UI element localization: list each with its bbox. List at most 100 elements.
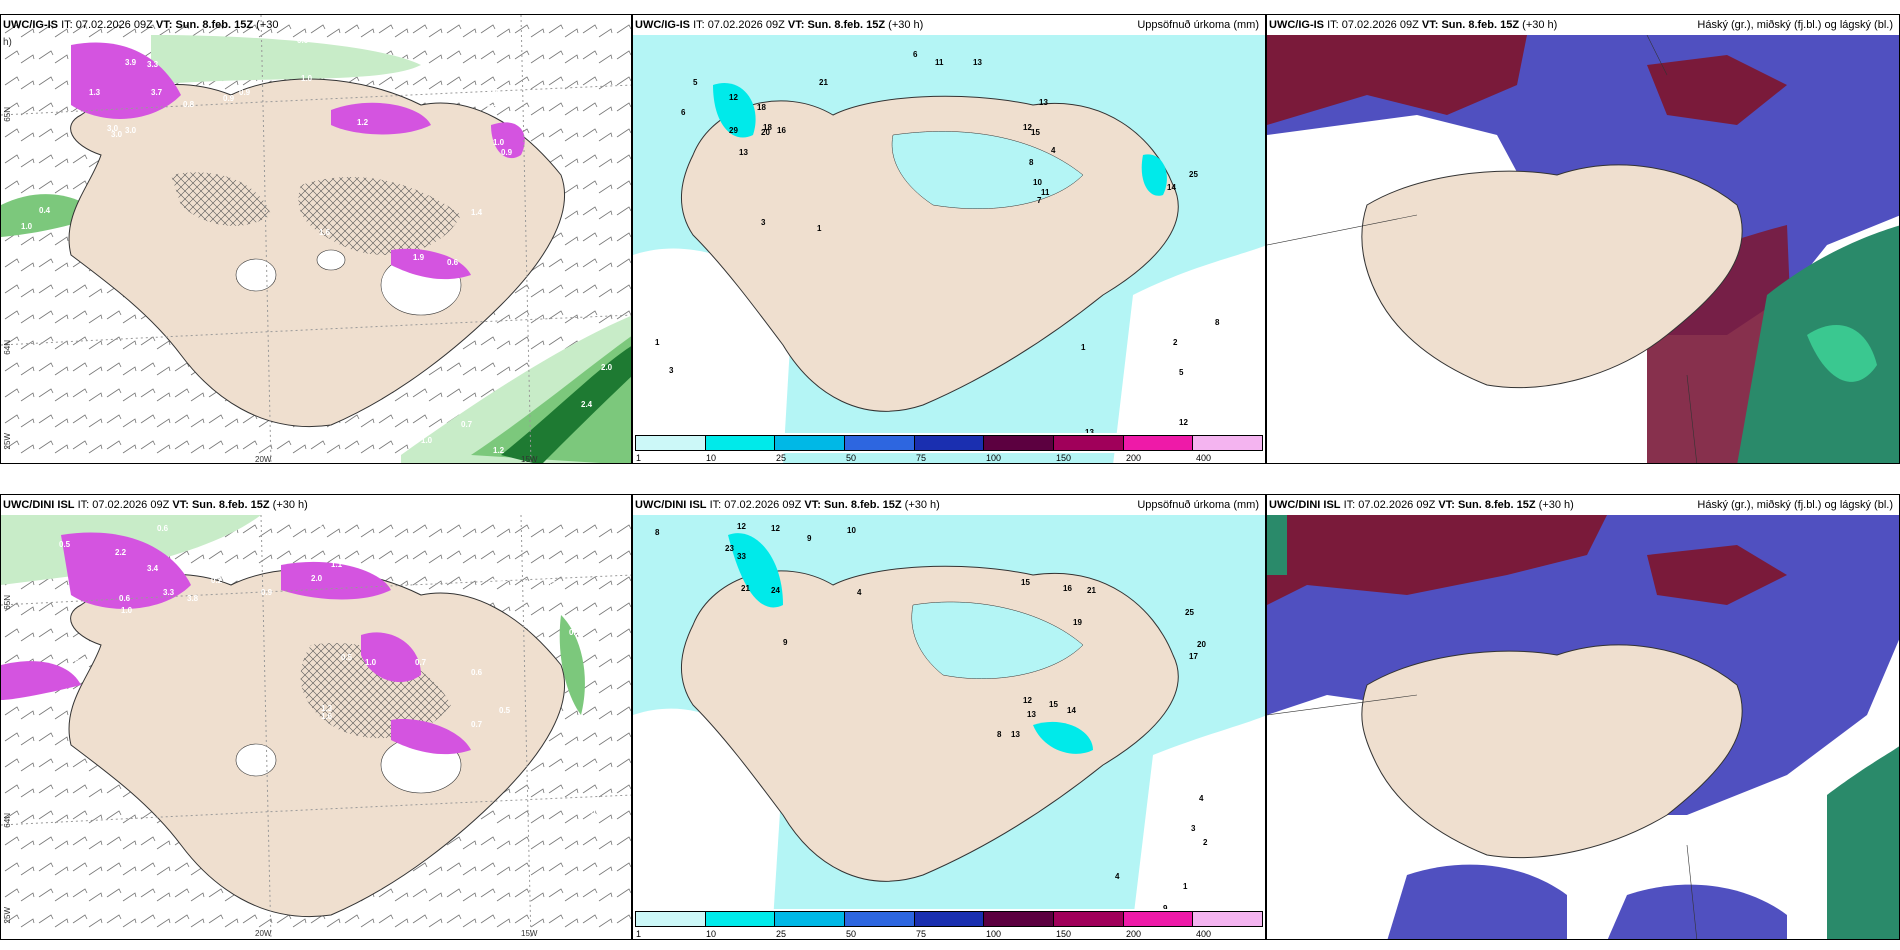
value-label: 1 — [655, 338, 660, 347]
value-label: 21 — [741, 584, 750, 593]
value-label: 33 — [737, 552, 746, 561]
colorbar-cell — [845, 435, 915, 451]
vt-label: VT: — [155, 19, 173, 31]
panel-title: Háský (gr.), miðský (fj.bl.) og lágský (… — [1697, 499, 1893, 511]
colorbar-tick-label: 150 — [1056, 453, 1072, 463]
value-label: 21 — [819, 78, 828, 87]
map-dini-wind: 0.6 0.6 0.5 2.2 3.4 3.3 3.8 1.0 0.6 0.2 2.0 1.1 0.9 2… — [1, 515, 631, 939]
colorbar-cell — [705, 911, 776, 927]
panel-ig-wind: 0.6 3.9 3.3 3.0 3.7 1.3 0.8 0.9 1.0 3.0 3.0 1.6 1.2 0… — [0, 14, 632, 464]
value-label: 20 — [1197, 640, 1206, 649]
precip-label: 1.1 — [331, 560, 343, 569]
value-label: 3 — [761, 218, 766, 227]
model-name: UWC/IG-IS — [1269, 19, 1324, 31]
value-label: 29 — [729, 126, 738, 135]
value-label: 13 — [739, 148, 748, 157]
header-dini-precip: UWC/DINI ISL IT: 07.02.2026 09Z VT: Sun.… — [633, 495, 1265, 515]
value-label: 3 — [1191, 824, 1196, 833]
precip-label: 0.7 — [415, 658, 427, 667]
it-label: IT: — [709, 499, 722, 511]
it-label: IT: — [1343, 499, 1356, 511]
precip-label: 0.5 — [341, 653, 353, 662]
lon-label-15w: 15W — [521, 929, 538, 938]
value-label: 15 — [1021, 578, 1030, 587]
value-label: 6 — [913, 50, 918, 59]
model-name: UWC/DINI ISL — [1269, 499, 1341, 511]
precip-label: 2.0 — [311, 574, 323, 583]
value-label: 12 — [1023, 123, 1032, 132]
colorbar-cell — [1054, 911, 1124, 927]
iceland-land — [68, 78, 566, 427]
value-label: 15 — [1049, 700, 1058, 709]
value-label: 8 — [1215, 318, 1220, 327]
it-value: 07.02.2026 09Z — [707, 19, 785, 31]
colorbar-cell — [1123, 911, 1194, 927]
model-name: UWC/DINI ISL — [3, 499, 75, 511]
value-label: 12 — [737, 522, 746, 531]
value-label: 13 — [1085, 428, 1094, 437]
precip-label: 2.4 — [581, 400, 593, 409]
precip-label: 0.5 — [545, 578, 557, 587]
precip-label: 1.0 — [493, 138, 505, 147]
colorbar-tick-label: 400 — [1196, 929, 1212, 939]
value-label: 18 — [757, 103, 766, 112]
colorbar-tick-label: 75 — [916, 453, 927, 463]
colorbar-tick-label: 200 — [1126, 929, 1142, 939]
value-label: 12 — [1023, 696, 1032, 705]
precip-label: 0.5 — [499, 706, 511, 715]
value-label: 10 — [847, 526, 856, 535]
colorbar-cell — [845, 911, 915, 927]
value-label: 12 — [771, 524, 780, 533]
model-name: UWC/DINI ISL — [635, 499, 707, 511]
precip-label: 1.6 — [321, 712, 333, 721]
lon-label-15w: 15W — [521, 455, 538, 464]
value-label: 4 — [1051, 146, 1056, 155]
precip-label: 3.4 — [147, 564, 159, 573]
value-label: 1 — [1183, 882, 1188, 891]
value-label: 9 — [1163, 904, 1168, 913]
value-label: 11 — [935, 58, 944, 67]
value-label: 11 — [1041, 188, 1050, 197]
model-name: UWC/IG-IS — [635, 19, 690, 31]
value-label: 3 — [669, 366, 674, 375]
value-label: 16 — [777, 126, 786, 135]
header-ig-precip: UWC/IG-IS IT: 07.02.2026 09Z VT: Sun. 8.… — [633, 15, 1265, 35]
value-label: 4 — [1199, 794, 1204, 803]
value-label: 23 — [725, 544, 734, 553]
iceland-land — [1361, 164, 1743, 388]
vt-value: Sun. 8.feb. 15Z — [1441, 19, 1520, 31]
vt-label: VT: — [1421, 19, 1439, 31]
precip-label: 3.8 — [187, 594, 199, 603]
colorbar-tick-label: 100 — [986, 929, 1002, 939]
precip-label: 0.8 — [183, 100, 195, 109]
precip-label: 0.5 — [59, 540, 71, 549]
it-label: IT: — [693, 19, 705, 31]
value-label: 12 — [729, 93, 738, 102]
panel-dini-precip: 8 12 12 9 10 4 23 33 21 24 9 13 12 15 21 16 19 25 17 20 13 15… — [632, 494, 1266, 940]
value-label: 21 — [1087, 586, 1096, 595]
precip-label: 0.9 — [261, 588, 273, 597]
value-label: 1 — [817, 224, 822, 233]
it-label: IT: — [61, 19, 73, 31]
value-label: 16 — [1063, 584, 1072, 593]
colorbar-tick-label: 10 — [706, 929, 717, 939]
colorbar-cell — [914, 435, 985, 451]
panel-title: Háský (gr.), miðský (fj.bl.) og lágský (… — [1697, 19, 1893, 31]
lon-label-20w: 20W — [255, 929, 272, 938]
value-label: 13 — [973, 58, 982, 67]
iceland-land — [1361, 644, 1743, 859]
colorbar-cells — [635, 911, 1264, 927]
value-label: 10 — [1033, 178, 1042, 187]
precip-label: 0.7 — [461, 420, 473, 429]
value-label: 4 — [857, 588, 862, 597]
precip-label: 1.2 — [357, 118, 369, 127]
value-label: 1 — [1081, 343, 1086, 352]
precip-label: 2.0 — [601, 363, 613, 372]
precip-label: 3.3 — [147, 60, 159, 69]
precip-label: 0.2 — [211, 576, 223, 585]
colorbar-tick-label: 75 — [916, 929, 927, 939]
precip-label: 0.8 — [75, 658, 87, 667]
colorbar-cell — [1054, 435, 1124, 451]
lead-value: (+30 — [256, 19, 279, 31]
panel-dini-cloud: UWC/DINI ISL IT: 07.02.2026 09Z VT: Sun.… — [1266, 494, 1900, 940]
